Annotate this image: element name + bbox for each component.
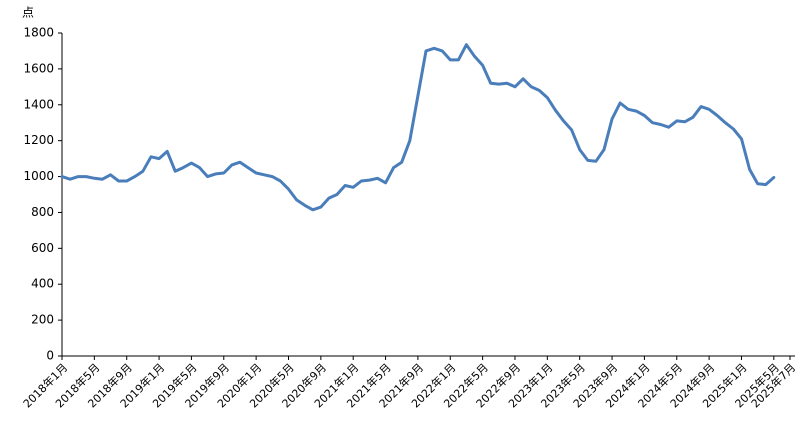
y-tick-label: 600	[31, 241, 54, 255]
line-series	[60, 43, 776, 212]
y-tick-label: 400	[31, 277, 54, 291]
y-tick-label: 200	[31, 313, 54, 327]
y-tick-label: 1400	[23, 97, 54, 111]
y-tick-label: 1800	[23, 26, 54, 40]
y-tick-label: 800	[31, 205, 54, 219]
y-tick-label: 1600	[23, 61, 54, 75]
y-tick-label: 1200	[23, 133, 54, 147]
y-tick-label: 1000	[23, 169, 54, 183]
y-tick-label: 0	[46, 349, 54, 363]
y-axis-label: 点	[22, 6, 34, 20]
